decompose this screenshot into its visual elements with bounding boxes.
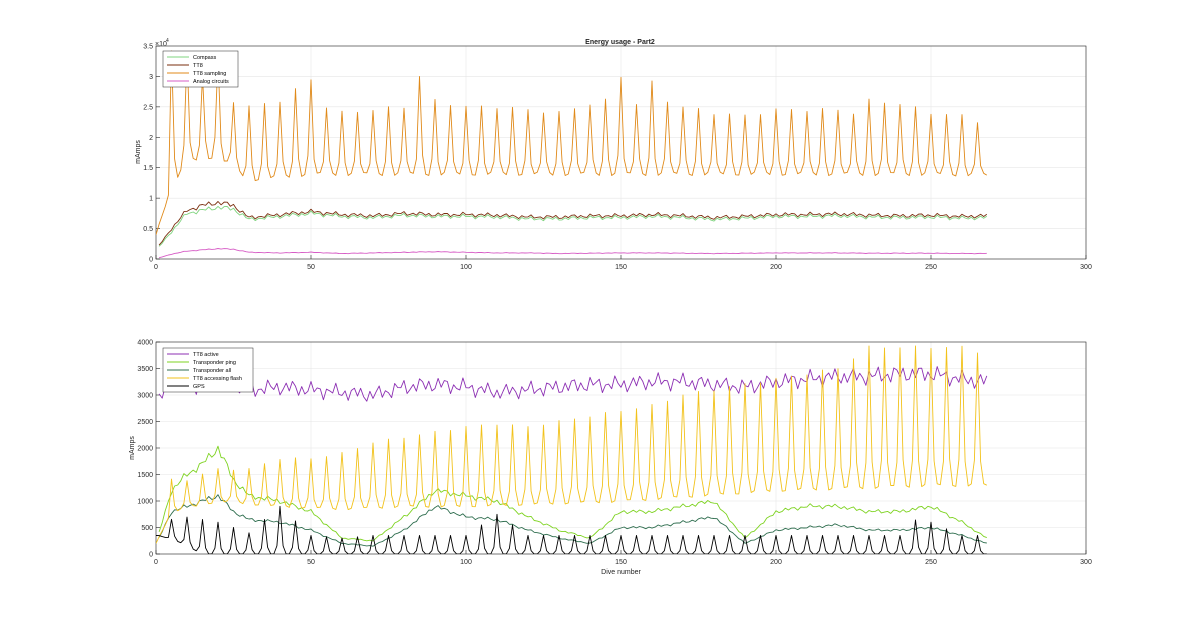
x-tick-label: 200 bbox=[770, 559, 782, 566]
x-tick-label: 100 bbox=[460, 559, 472, 566]
series-line-analog-circuits bbox=[158, 248, 987, 259]
series-line-gps bbox=[156, 505, 987, 554]
y-tick-label: 2500 bbox=[137, 419, 153, 426]
series-line-tt8-sampling bbox=[156, 50, 988, 235]
series-line-transponder-ping bbox=[158, 445, 987, 542]
y-axis-label: mAmps bbox=[129, 436, 136, 460]
y-tick-label: 0 bbox=[149, 257, 153, 264]
energy-usage-plot-lower: mAmps Dive number 0 50 100 150 200 250 3000500… bbox=[129, 340, 1092, 577]
x-tick-label: 50 bbox=[307, 264, 315, 271]
y-tick-label: 500 bbox=[141, 525, 153, 532]
y-tick-label: 3500 bbox=[137, 366, 153, 373]
energy-usage-plot: Energy usage - Part2 mAmps ×10 4 0 50 100 1… bbox=[135, 38, 1092, 271]
x-tick-label: 250 bbox=[925, 264, 937, 271]
series-line-compass bbox=[158, 205, 988, 247]
x-tick-label: 150 bbox=[615, 559, 627, 566]
series-line-transponder-all bbox=[158, 494, 987, 547]
y-tick-label: 3 bbox=[149, 74, 153, 81]
x-tick-label: 200 bbox=[770, 264, 782, 271]
series-line-tt8 bbox=[158, 201, 988, 246]
legend-entry: TT8 sampling bbox=[193, 71, 226, 77]
y-tick-label: 0.5 bbox=[143, 226, 153, 233]
y-tick-label: 1500 bbox=[137, 472, 153, 479]
legend-entry: GPS bbox=[193, 384, 205, 390]
series-line-tt8-accessing-flash bbox=[156, 345, 987, 544]
y-tick-label: 2000 bbox=[137, 446, 153, 453]
y-tick-label: 4000 bbox=[137, 340, 153, 347]
y-exponent-base: ×10 bbox=[155, 41, 167, 48]
y-tick-label: 1000 bbox=[137, 499, 153, 506]
x-tick-label: 100 bbox=[460, 264, 472, 271]
chart-title: Energy usage - Part2 bbox=[585, 39, 655, 46]
y-tick-label: 2.5 bbox=[143, 104, 153, 111]
x-tick-label: 150 bbox=[615, 264, 627, 271]
x-tick-label: 300 bbox=[1080, 559, 1092, 566]
y-tick-label: 2 bbox=[149, 135, 153, 142]
legend-entry: Analog circuits bbox=[193, 79, 229, 85]
x-tick-label: 250 bbox=[925, 559, 937, 566]
legend-entry: Transponder all bbox=[193, 368, 231, 374]
x-tick-label: 0 bbox=[154, 264, 158, 271]
y-exponent-power: 4 bbox=[166, 38, 169, 44]
legend-entry: Compass bbox=[193, 55, 216, 61]
legend-entry: TT8 active bbox=[193, 352, 219, 358]
x-tick-label: 300 bbox=[1080, 264, 1092, 271]
y-tick-label: 1 bbox=[149, 196, 153, 203]
x-tick-label: 50 bbox=[307, 559, 315, 566]
y-tick-label: 0 bbox=[149, 552, 153, 559]
series-line-tt8-active bbox=[158, 366, 988, 402]
y-tick-label: 3000 bbox=[137, 393, 153, 400]
x-tick-label: 0 bbox=[154, 559, 158, 566]
y-tick-label: 1.5 bbox=[143, 165, 153, 172]
legend-entry: Transponder ping bbox=[193, 360, 236, 366]
x-axis-label: Dive number bbox=[601, 569, 641, 576]
legend-entry: TT8 bbox=[193, 63, 203, 69]
legend-entry: TT8 accessing flash bbox=[193, 376, 242, 382]
y-axis-label: mAmps bbox=[135, 140, 142, 164]
y-tick-label: 3.5 bbox=[143, 44, 153, 51]
